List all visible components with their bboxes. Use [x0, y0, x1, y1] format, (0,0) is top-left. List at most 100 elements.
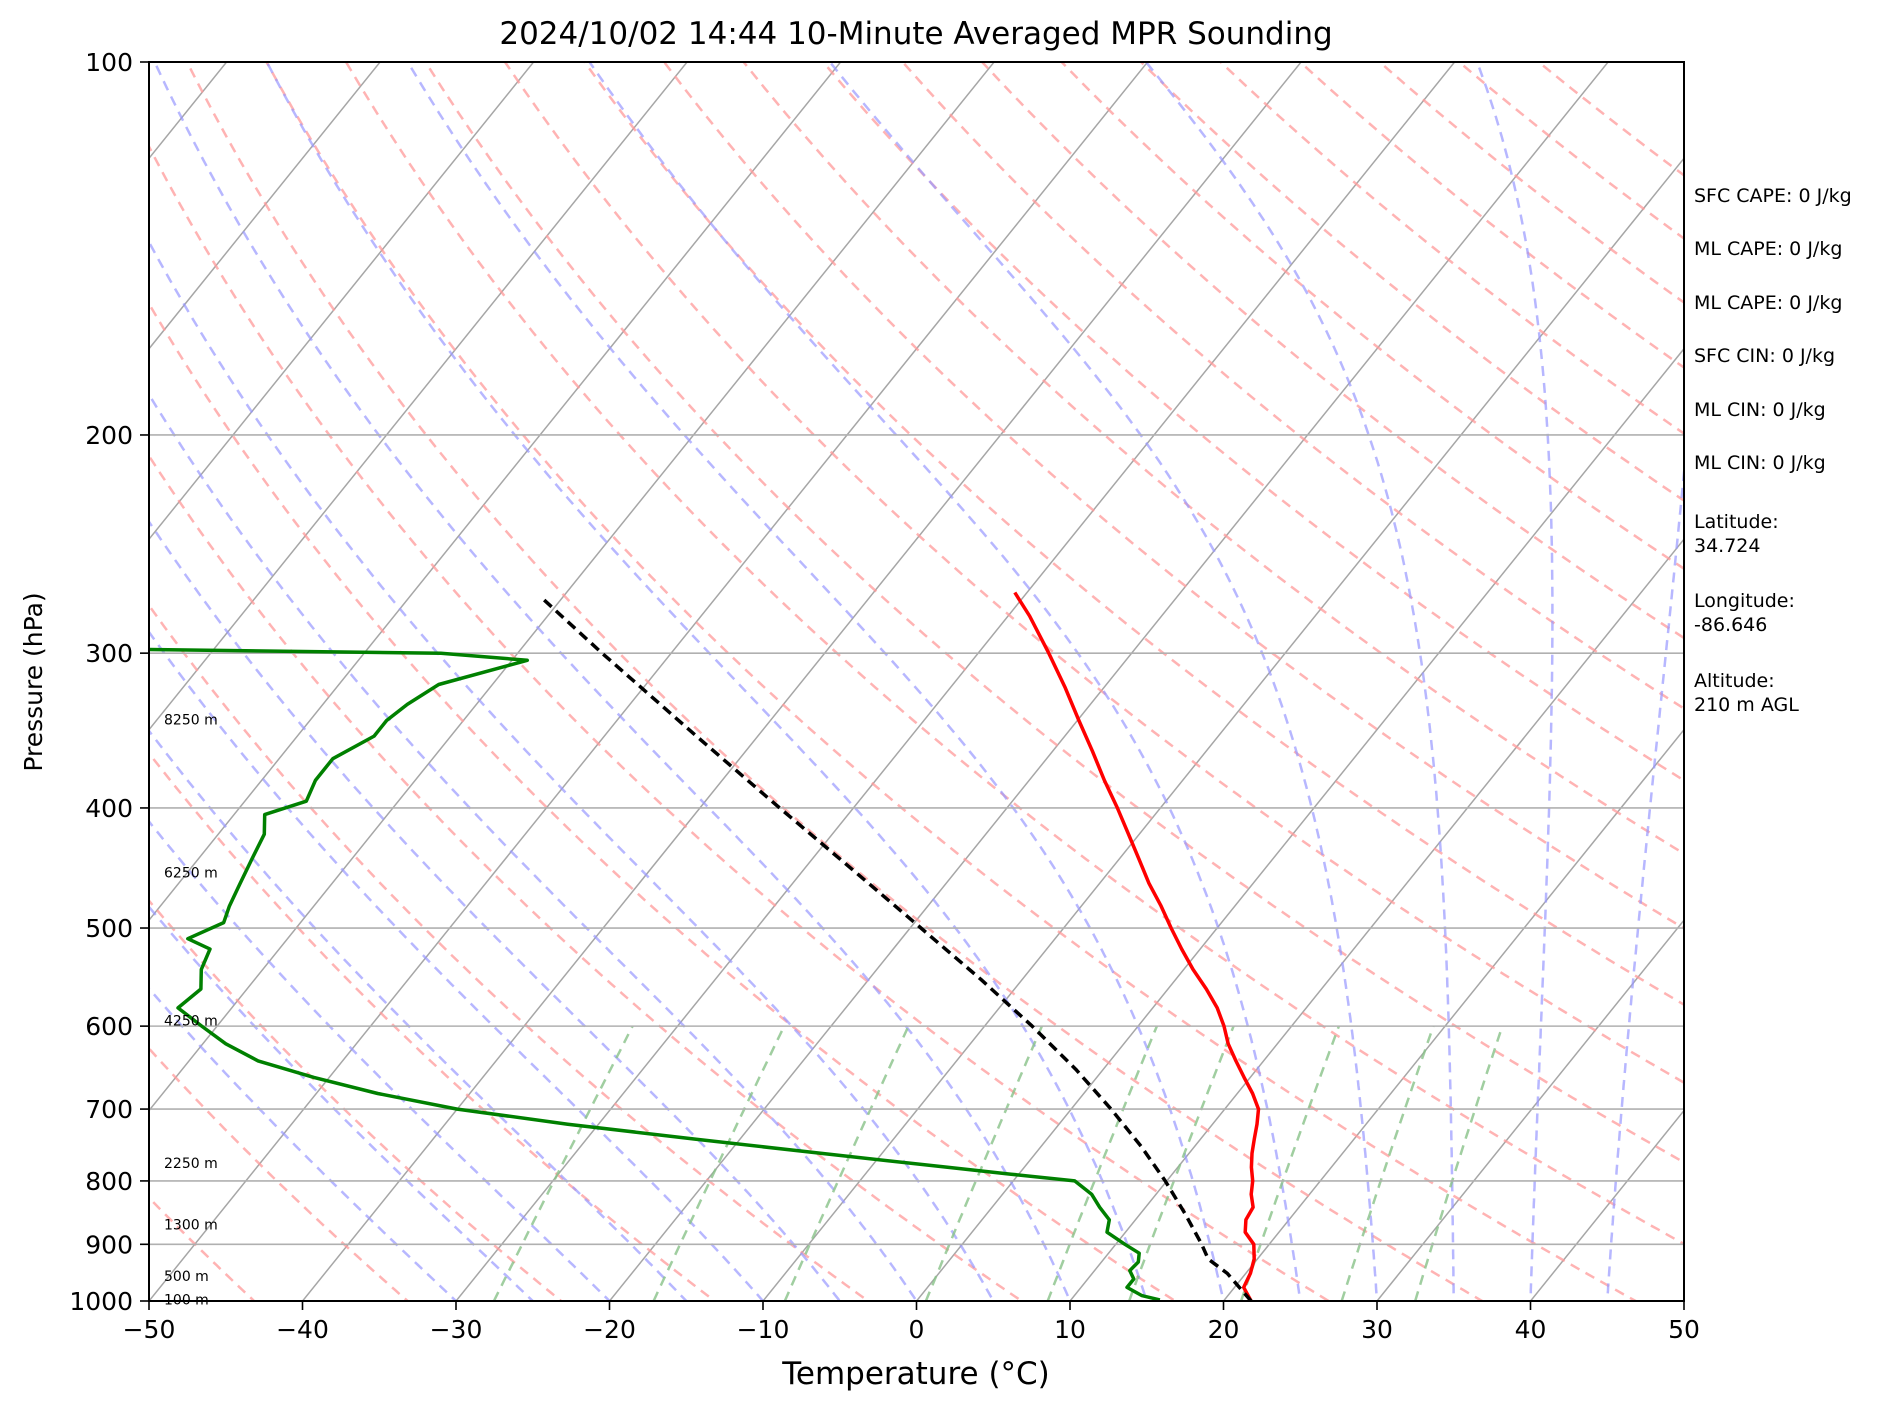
ml-cape-text-2: ML CAPE: 0 J/kg — [1694, 292, 1843, 314]
moist-adiabat-line — [828, 62, 1379, 1301]
y-tick-label: 400 — [85, 794, 133, 823]
dry-adiabat-line — [1059, 62, 1684, 571]
parcel-path-line — [539, 595, 1253, 1301]
isotherm-line — [1069, 538, 1684, 1301]
isotherm-line — [455, 62, 1456, 1301]
height-label: 4250 m — [164, 1014, 218, 1030]
dry-adiabat-line — [265, 62, 1639, 1301]
isotherm-line — [1376, 918, 1684, 1301]
ml-cape-text: ML CAPE: 0 J/kg — [1694, 238, 1843, 260]
isotherm-line — [301, 62, 1303, 1301]
y-tick-label: 800 — [85, 1167, 133, 1196]
isotherm-line — [762, 157, 1684, 1301]
x-tick-label: −50 — [123, 1315, 176, 1344]
y-axis-ticks: 100 200 300 400 500 600 700 800 900 1000 — [69, 48, 149, 1316]
longitude-text: Longitude: -86.646 — [1694, 590, 1795, 636]
moist-adiabat-line — [153, 62, 1072, 1301]
x-axis-ticks: −50 −40 −30 −20 −10 0 10 20 30 40 50 — [123, 1301, 1700, 1344]
dry-adiabat-line — [149, 143, 1332, 1301]
moist-adiabat-line — [149, 986, 458, 1301]
mixing-ratio-line — [924, 1025, 1044, 1301]
x-tick-label: 10 — [1054, 1315, 1086, 1344]
x-axis-label: Temperature (°C) — [781, 1356, 1050, 1392]
y-axis-label: Pressure (hPa) — [19, 592, 48, 771]
dry-adiabat-line — [821, 62, 1684, 782]
dry-adiabat-line — [149, 1046, 410, 1301]
pressure-gridlines — [149, 62, 1684, 1301]
moist-adiabat-line — [265, 62, 1149, 1301]
y-tick-label: 600 — [85, 1012, 133, 1041]
x-tick-label: −30 — [430, 1315, 483, 1344]
height-label: 6250 m — [164, 866, 218, 882]
mixing-ratio-line — [652, 1025, 786, 1301]
latitude-text: Latitude: 34.724 — [1694, 511, 1779, 557]
dry-adiabat-line — [662, 62, 1684, 930]
moist-adiabat-line — [588, 62, 1302, 1301]
x-tick-label: −20 — [583, 1315, 636, 1344]
x-tick-label: 0 — [909, 1315, 925, 1344]
isotherm-line — [608, 62, 1610, 1301]
x-tick-label: 20 — [1208, 1315, 1240, 1344]
height-label: 1300 m — [164, 1217, 218, 1233]
altitude-text: Altitude: 210 m AGL — [1694, 670, 1799, 716]
isotherm-line — [149, 62, 535, 541]
moist-adiabat-line — [149, 819, 612, 1301]
mixing-ratio-line — [1414, 1025, 1504, 1301]
ml-cin-text: ML CIN: 0 J/kg — [1694, 399, 1826, 421]
x-tick-label: 50 — [1668, 1315, 1700, 1344]
dry-adiabat-line — [344, 62, 1684, 1246]
isotherm-line — [149, 62, 1149, 1301]
x-tick-label: −10 — [737, 1315, 790, 1344]
x-tick-label: 30 — [1361, 1315, 1393, 1344]
x-tick-label: −40 — [276, 1315, 329, 1344]
mixing-ratio-line — [1046, 1025, 1159, 1301]
y-tick-label: 900 — [85, 1230, 133, 1259]
isotherm-line — [0, 5, 119, 1352]
moist-adiabat-line — [1606, 459, 1684, 1301]
y-tick-label: 200 — [85, 421, 133, 450]
moist-adiabat-line — [1476, 62, 1554, 1301]
isotherm-line — [1529, 1109, 1684, 1301]
isotherm-line — [149, 62, 996, 1112]
y-tick-label: 300 — [85, 639, 133, 668]
mixing-ratio-line — [492, 1025, 634, 1301]
temperature-profile-line — [1013, 591, 1261, 1301]
dry-adiabat-line — [149, 301, 1178, 1301]
y-tick-label: 500 — [85, 914, 133, 943]
moist-adiabat-line — [149, 519, 842, 1301]
dry-adiabat-line — [900, 62, 1684, 710]
dry-adiabat-line — [583, 62, 1684, 1007]
sfc-cin-text: SFC CIN: 0 J/kg — [1694, 345, 1836, 367]
chart-title: 2024/10/02 14:44 10-Minute Averaged MPR … — [499, 16, 1332, 52]
y-tick-label: 700 — [85, 1095, 133, 1124]
moist-adiabat-line — [1145, 62, 1456, 1301]
dry-adiabat-line — [503, 62, 1684, 1085]
isotherm-line — [149, 62, 689, 731]
moist-adiabat-line — [406, 62, 1225, 1301]
dry-adiabat-line — [149, 751, 717, 1301]
moist-adiabat-line — [149, 728, 689, 1301]
moist-adiabat-line — [149, 239, 995, 1301]
height-label: 8250 m — [164, 713, 218, 729]
isotherm-line — [149, 62, 382, 350]
sounding-series — [149, 591, 1261, 1301]
y-tick-label: 1000 — [69, 1287, 133, 1316]
dry-adiabat-line — [149, 453, 1024, 1301]
isotherm-line — [149, 62, 842, 922]
dry-adiabat-line — [185, 62, 1485, 1301]
moist-adiabat-line — [149, 904, 535, 1301]
x-tick-label: 40 — [1515, 1315, 1547, 1344]
height-label: 2250 m — [164, 1156, 218, 1172]
sfc-cape-text: SFC CAPE: 0 J/kg — [1694, 185, 1852, 207]
dewpoint-profile-line — [149, 647, 1161, 1301]
moist-adiabat-line — [149, 392, 919, 1301]
dry-adiabat-line — [1457, 62, 1684, 241]
mixing-ratio-line — [783, 1025, 910, 1301]
background-lines — [0, 5, 1684, 1352]
ml-cin-text-2: ML CIN: 0 J/kg — [1694, 452, 1826, 474]
isotherm-line — [1222, 728, 1684, 1301]
dry-adiabat-line — [149, 1195, 256, 1301]
height-label: 500 m — [164, 1269, 209, 1285]
